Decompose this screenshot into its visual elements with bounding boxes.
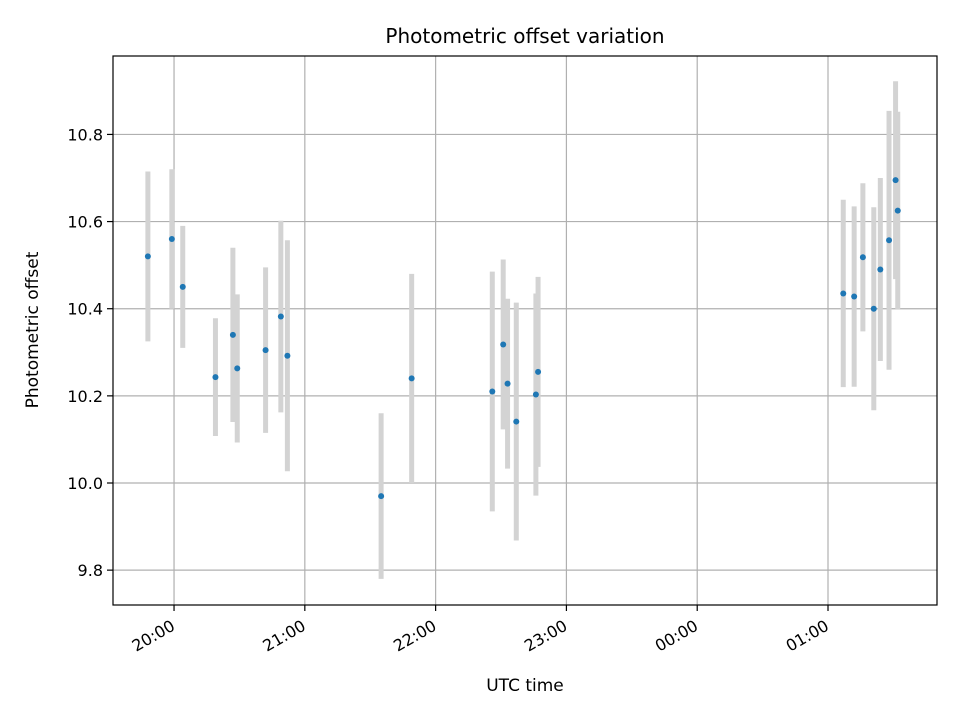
data-point — [284, 352, 291, 359]
data-point — [851, 293, 858, 300]
data-point — [234, 365, 241, 372]
y-tick-label: 9.8 — [78, 561, 103, 580]
plot-frame — [112, 55, 938, 606]
x-tick-label: 00:00 — [652, 616, 701, 656]
y-tick-label: 10.6 — [67, 213, 103, 232]
data-points — [144, 177, 901, 500]
x-tick-label: 22:00 — [390, 616, 439, 656]
data-point — [168, 236, 175, 242]
data-point — [877, 266, 884, 273]
data-point — [892, 177, 899, 184]
y-axis-label: Photometric offset — [23, 251, 43, 408]
data-point — [504, 380, 511, 387]
data-point — [277, 313, 284, 320]
x-tick-label: 20:00 — [129, 616, 178, 656]
data-point — [870, 305, 877, 312]
x-tick-label: 21:00 — [259, 616, 308, 656]
grid — [113, 56, 937, 605]
x-axis-label: UTC time — [486, 676, 564, 696]
data-point — [489, 388, 496, 395]
chart-title: Photometric offset variation — [385, 24, 664, 48]
data-point — [535, 368, 542, 375]
y-tick-label: 10.4 — [67, 300, 103, 319]
data-point — [894, 207, 901, 214]
data-point — [859, 254, 866, 261]
ticks: 20:00 21:00 22:00 23:00 00:00 01:00 9.8 10.0 10.… — [67, 125, 832, 655]
data-point — [262, 347, 269, 354]
y-tick-label: 10.2 — [67, 387, 103, 406]
data-point — [886, 237, 893, 244]
x-tick-label: 01:00 — [783, 616, 832, 656]
y-tick-label: 10.0 — [67, 474, 103, 493]
data-point — [532, 391, 539, 398]
error-bars — [145, 81, 901, 579]
data-point — [179, 283, 186, 290]
data-point — [513, 418, 520, 425]
x-tick-label: 23:00 — [521, 616, 570, 656]
data-point — [229, 331, 236, 338]
data-point — [408, 375, 415, 382]
data-point — [212, 374, 219, 381]
data-point — [840, 290, 847, 297]
y-tick-label: 10.8 — [67, 125, 103, 144]
data-point — [378, 493, 385, 500]
data-point — [500, 341, 507, 348]
data-point — [144, 253, 151, 260]
